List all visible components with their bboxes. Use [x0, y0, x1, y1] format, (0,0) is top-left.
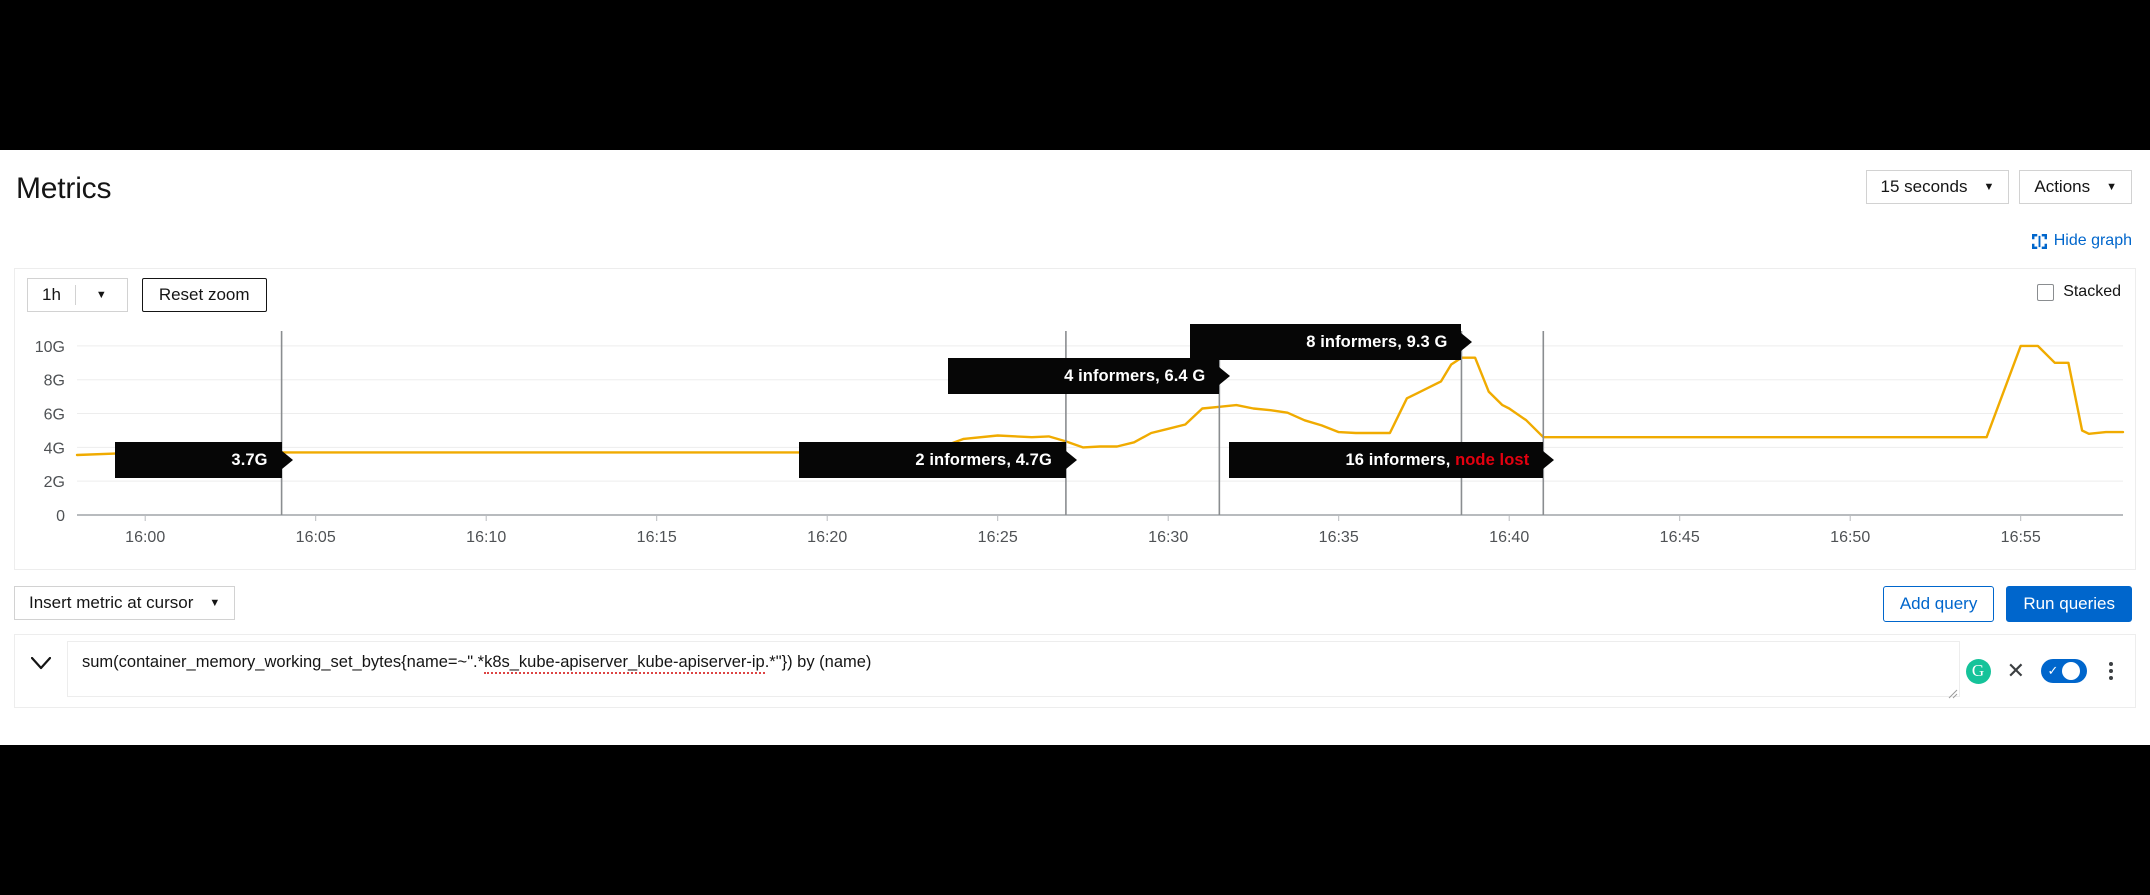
add-query-button[interactable]: Add query: [1882, 586, 1995, 622]
graph-toolbar-left: 1h ▼ Reset zoom: [27, 278, 267, 312]
annotation-label-plain: 16 informers,: [1345, 450, 1456, 469]
header-controls: 15 seconds ▼ Actions ▼: [1865, 170, 2132, 204]
graph-toolbar: 1h ▼ Reset zoom Stacked: [15, 269, 2135, 319]
insert-metric-dropdown[interactable]: Insert metric at cursor ▼: [14, 586, 236, 620]
svg-text:16:50: 16:50: [1830, 529, 1870, 546]
insert-metric-group: Insert metric at cursor ▼: [14, 586, 236, 620]
svg-text:16:05: 16:05: [296, 529, 336, 546]
svg-text:8G: 8G: [44, 373, 65, 390]
svg-text:16:25: 16:25: [978, 529, 1018, 546]
grammarly-glyph: G: [1971, 661, 1985, 680]
kebab-menu-icon[interactable]: [2103, 658, 2119, 684]
refresh-interval-dropdown[interactable]: 15 seconds ▼: [1865, 170, 2010, 204]
actions-dropdown[interactable]: Actions ▼: [2019, 170, 2132, 204]
svg-text:4G: 4G: [44, 440, 65, 457]
metrics-app: Metrics 15 seconds ▼ Actions ▼: [0, 150, 2150, 745]
chart-canvas[interactable]: 10G 8G 6G 4G 2G 0 16:00 16:05 16:10 16:15 16:20 16:…: [15, 317, 2135, 563]
annotation-label: 3.7G: [231, 450, 268, 469]
chart-annotation: 8 informers, 9.3 G: [1190, 324, 1462, 360]
query-row: sum(container_memory_working_set_bytes{n…: [14, 634, 2136, 708]
annotation-label: 4 informers, 6.4 G: [1064, 366, 1206, 385]
svg-text:16:35: 16:35: [1319, 529, 1359, 546]
svg-text:6G: 6G: [44, 407, 65, 424]
close-icon[interactable]: ✕: [2006, 658, 2025, 683]
svg-text:16:00: 16:00: [125, 529, 165, 546]
svg-text:16:10: 16:10: [466, 529, 506, 546]
query-text-pre: sum(container_memory_working_set_bytes{n…: [82, 653, 485, 671]
svg-text:16:15: 16:15: [637, 529, 677, 546]
chevron-down-icon: ▼: [209, 596, 221, 609]
annotation-label-alert: node lost: [1455, 450, 1530, 469]
svg-text:16:40: 16:40: [1489, 529, 1529, 546]
resize-grip-icon[interactable]: [1948, 689, 1958, 699]
hide-graph-link[interactable]: Hide graph: [2031, 232, 2132, 250]
hide-graph-row: Hide graph: [0, 230, 2150, 264]
expand-query-toggle[interactable]: [15, 635, 67, 707]
time-range-value: 1h: [28, 285, 76, 305]
query-input-wrap: sum(container_memory_working_set_bytes{n…: [67, 641, 1960, 701]
compress-icon: [2031, 233, 2047, 249]
chart-annotation: 3.7G: [115, 442, 282, 478]
grammarly-icon[interactable]: G: [1965, 658, 1991, 684]
insert-metric-label: Insert metric at cursor: [29, 593, 194, 612]
toggle-check-glyph: ✓: [2047, 663, 2059, 678]
run-queries-button[interactable]: Run queries: [2006, 586, 2132, 622]
stacked-checkbox-group[interactable]: Stacked: [2037, 283, 2121, 301]
chart-annotation: 2 informers, 4.7G: [799, 442, 1066, 478]
svg-text:16:45: 16:45: [1660, 529, 1700, 546]
stacked-label: Stacked: [2063, 283, 2121, 300]
actions-label: Actions: [2034, 177, 2091, 196]
chevron-down-icon: ▼: [95, 288, 107, 301]
chevron-down-icon: [31, 657, 51, 670]
toggle-knob: [2062, 662, 2080, 680]
chart-annotation: 4 informers, 6.4 G: [948, 358, 1220, 394]
page-title: Metrics: [16, 172, 112, 205]
svg-text:16:30: 16:30: [1148, 529, 1188, 546]
toggle-on-icon[interactable]: ✓: [2041, 659, 2087, 683]
annotation-label: 8 informers, 9.3 G: [1306, 332, 1448, 351]
svg-text:10G: 10G: [35, 339, 65, 356]
page-header: Metrics 15 seconds ▼ Actions ▼: [0, 150, 2150, 230]
hide-graph-label: Hide graph: [2053, 232, 2132, 249]
svg-text:16:55: 16:55: [2001, 529, 2041, 546]
refresh-interval-value: 15 seconds: [1880, 177, 1968, 196]
graph-panel: 1h ▼ Reset zoom Stacked 10G 8G 6G 4G 2G 0 16:0…: [14, 268, 2136, 570]
annotation-label: 2 informers, 4.7G: [915, 450, 1052, 469]
svg-text:16:20: 16:20: [807, 529, 847, 546]
metrics-chart[interactable]: 10G 8G 6G 4G 2G 0 16:00 16:05 16:10 16:15 16:20 16:…: [15, 317, 2135, 563]
annotation-label: 16 informers, node lost: [1345, 451, 1529, 470]
svg-text:0: 0: [56, 508, 65, 525]
chevron-down-icon: ▼: [2106, 180, 2117, 193]
stacked-checkbox[interactable]: [2037, 283, 2055, 301]
query-text-post: .*"}) by (name): [764, 653, 872, 671]
chevron-down-icon: ▼: [1983, 180, 1995, 193]
svg-text:2G: 2G: [44, 474, 65, 491]
query-text-misspelled: k8s_kube-apiserver_kube-apiserver-ip: [484, 653, 765, 674]
time-range-dropdown[interactable]: 1h ▼: [27, 278, 128, 312]
query-toolbar: Insert metric at cursor ▼ Add query Run …: [0, 578, 2150, 634]
reset-zoom-button[interactable]: Reset zoom: [141, 278, 267, 312]
query-expression-input[interactable]: sum(container_memory_working_set_bytes{n…: [67, 641, 1960, 697]
query-row-tools: G ✕ ✓: [1960, 635, 2135, 707]
chart-annotation: 16 informers, node lost: [1229, 442, 1544, 478]
query-action-buttons: Add query Run queries: [1882, 586, 2132, 622]
